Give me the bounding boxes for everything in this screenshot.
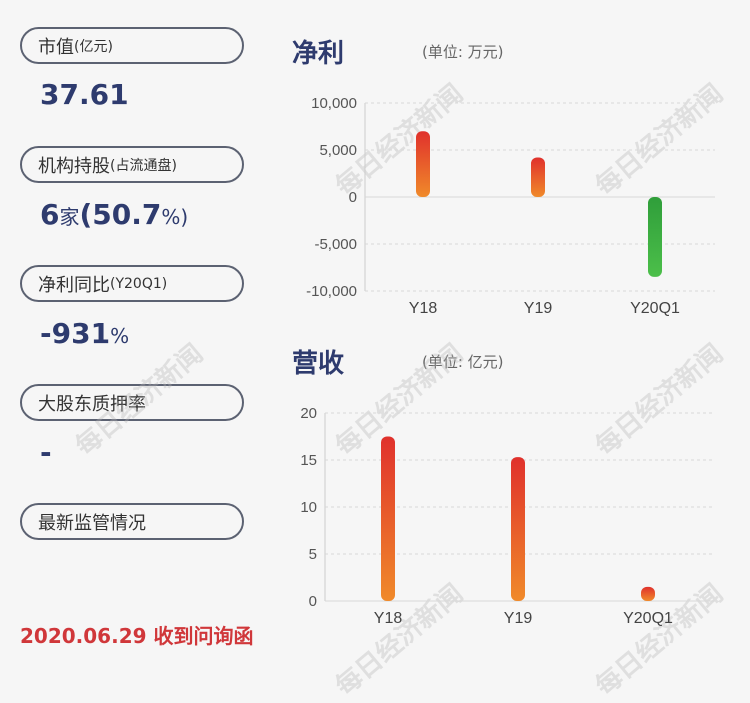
institution-count: 6 (40, 198, 60, 231)
bar (648, 197, 662, 277)
regulatory-status-label: 最新监管情况 (38, 512, 146, 534)
y-tick-label: 5,000 (319, 142, 357, 159)
market-cap-value: 37.61 (40, 78, 129, 111)
market-cap-pill: 市值 (亿元) (20, 27, 244, 64)
x-tick-label: Y20Q1 (630, 300, 680, 317)
revenue-chart: 20 15 10 5 0 Y18 Y19 Y20Q1 (300, 405, 715, 627)
x-tick-label: Y18 (409, 300, 438, 317)
market-cap-unit: (亿元) (74, 38, 113, 55)
market-cap-number: 37.61 (40, 78, 129, 111)
pledge-ratio-value: - (40, 436, 52, 469)
bar (381, 436, 395, 601)
institution-pct-suffix: %) (161, 205, 189, 229)
profit-chart: 10,000 5,000 0 -5,000 -10,000 Y18 Y19 Y20Q1 (306, 95, 715, 317)
market-cap-label: 市值 (38, 36, 74, 58)
profit-yoy-sub: (Y20Q1) (110, 275, 168, 292)
charts-canvas: 10,000 5,000 0 -5,000 -10,000 Y18 Y19 Y20Q1 20 1… (300, 95, 715, 627)
profit-yoy-label: 净利同比 (38, 274, 110, 296)
x-tick-label: Y19 (504, 610, 533, 627)
x-tick-label: Y19 (524, 300, 553, 317)
institution-holding-label: 机构持股 (38, 155, 110, 177)
y-tick-label: -5,000 (314, 236, 357, 253)
institution-pct: (50.7 (79, 198, 162, 231)
y-tick-label: 0 (309, 593, 317, 610)
y-tick-label: 0 (349, 189, 357, 206)
bar (511, 457, 525, 601)
profit-yoy-value: -931% (40, 317, 129, 350)
y-tick-label: -10,000 (306, 283, 357, 300)
bar (641, 586, 655, 601)
institution-holding-value: 6家(50.7%) (40, 198, 188, 231)
y-tick-label: 10 (300, 499, 317, 516)
x-tick-label: Y18 (374, 610, 403, 627)
profit-yoy-pill: 净利同比 (Y20Q1) (20, 265, 244, 302)
institution-holding-pill: 机构持股 (占流通盘) (20, 146, 244, 183)
pledge-ratio-number: - (40, 436, 52, 469)
institution-unit: 家 (59, 205, 80, 229)
y-tick-label: 15 (300, 452, 317, 469)
regulatory-status-pill: 最新监管情况 (20, 503, 244, 540)
pledge-ratio-pill: 大股东质押率 (20, 384, 244, 421)
institution-holding-sub: (占流通盘) (110, 157, 177, 174)
x-tick-label: Y20Q1 (623, 610, 673, 627)
profit-chart-title: 净利 (292, 39, 345, 69)
y-tick-label: 10,000 (311, 95, 357, 112)
revenue-chart-unit: (单位: 亿元) (422, 353, 504, 371)
revenue-chart-title: 营收 (292, 349, 345, 379)
pledge-ratio-label: 大股东质押率 (38, 393, 146, 415)
profit-yoy-suffix: % (110, 324, 130, 348)
profit-chart-unit: (单位: 万元) (422, 43, 504, 61)
profit-yoy-number: -931 (40, 317, 111, 350)
bar (531, 157, 545, 197)
y-tick-label: 20 (300, 405, 317, 422)
regulatory-footer: 2020.06.29 收到问询函 (20, 624, 254, 648)
bar (416, 131, 430, 197)
y-tick-label: 5 (309, 546, 317, 563)
